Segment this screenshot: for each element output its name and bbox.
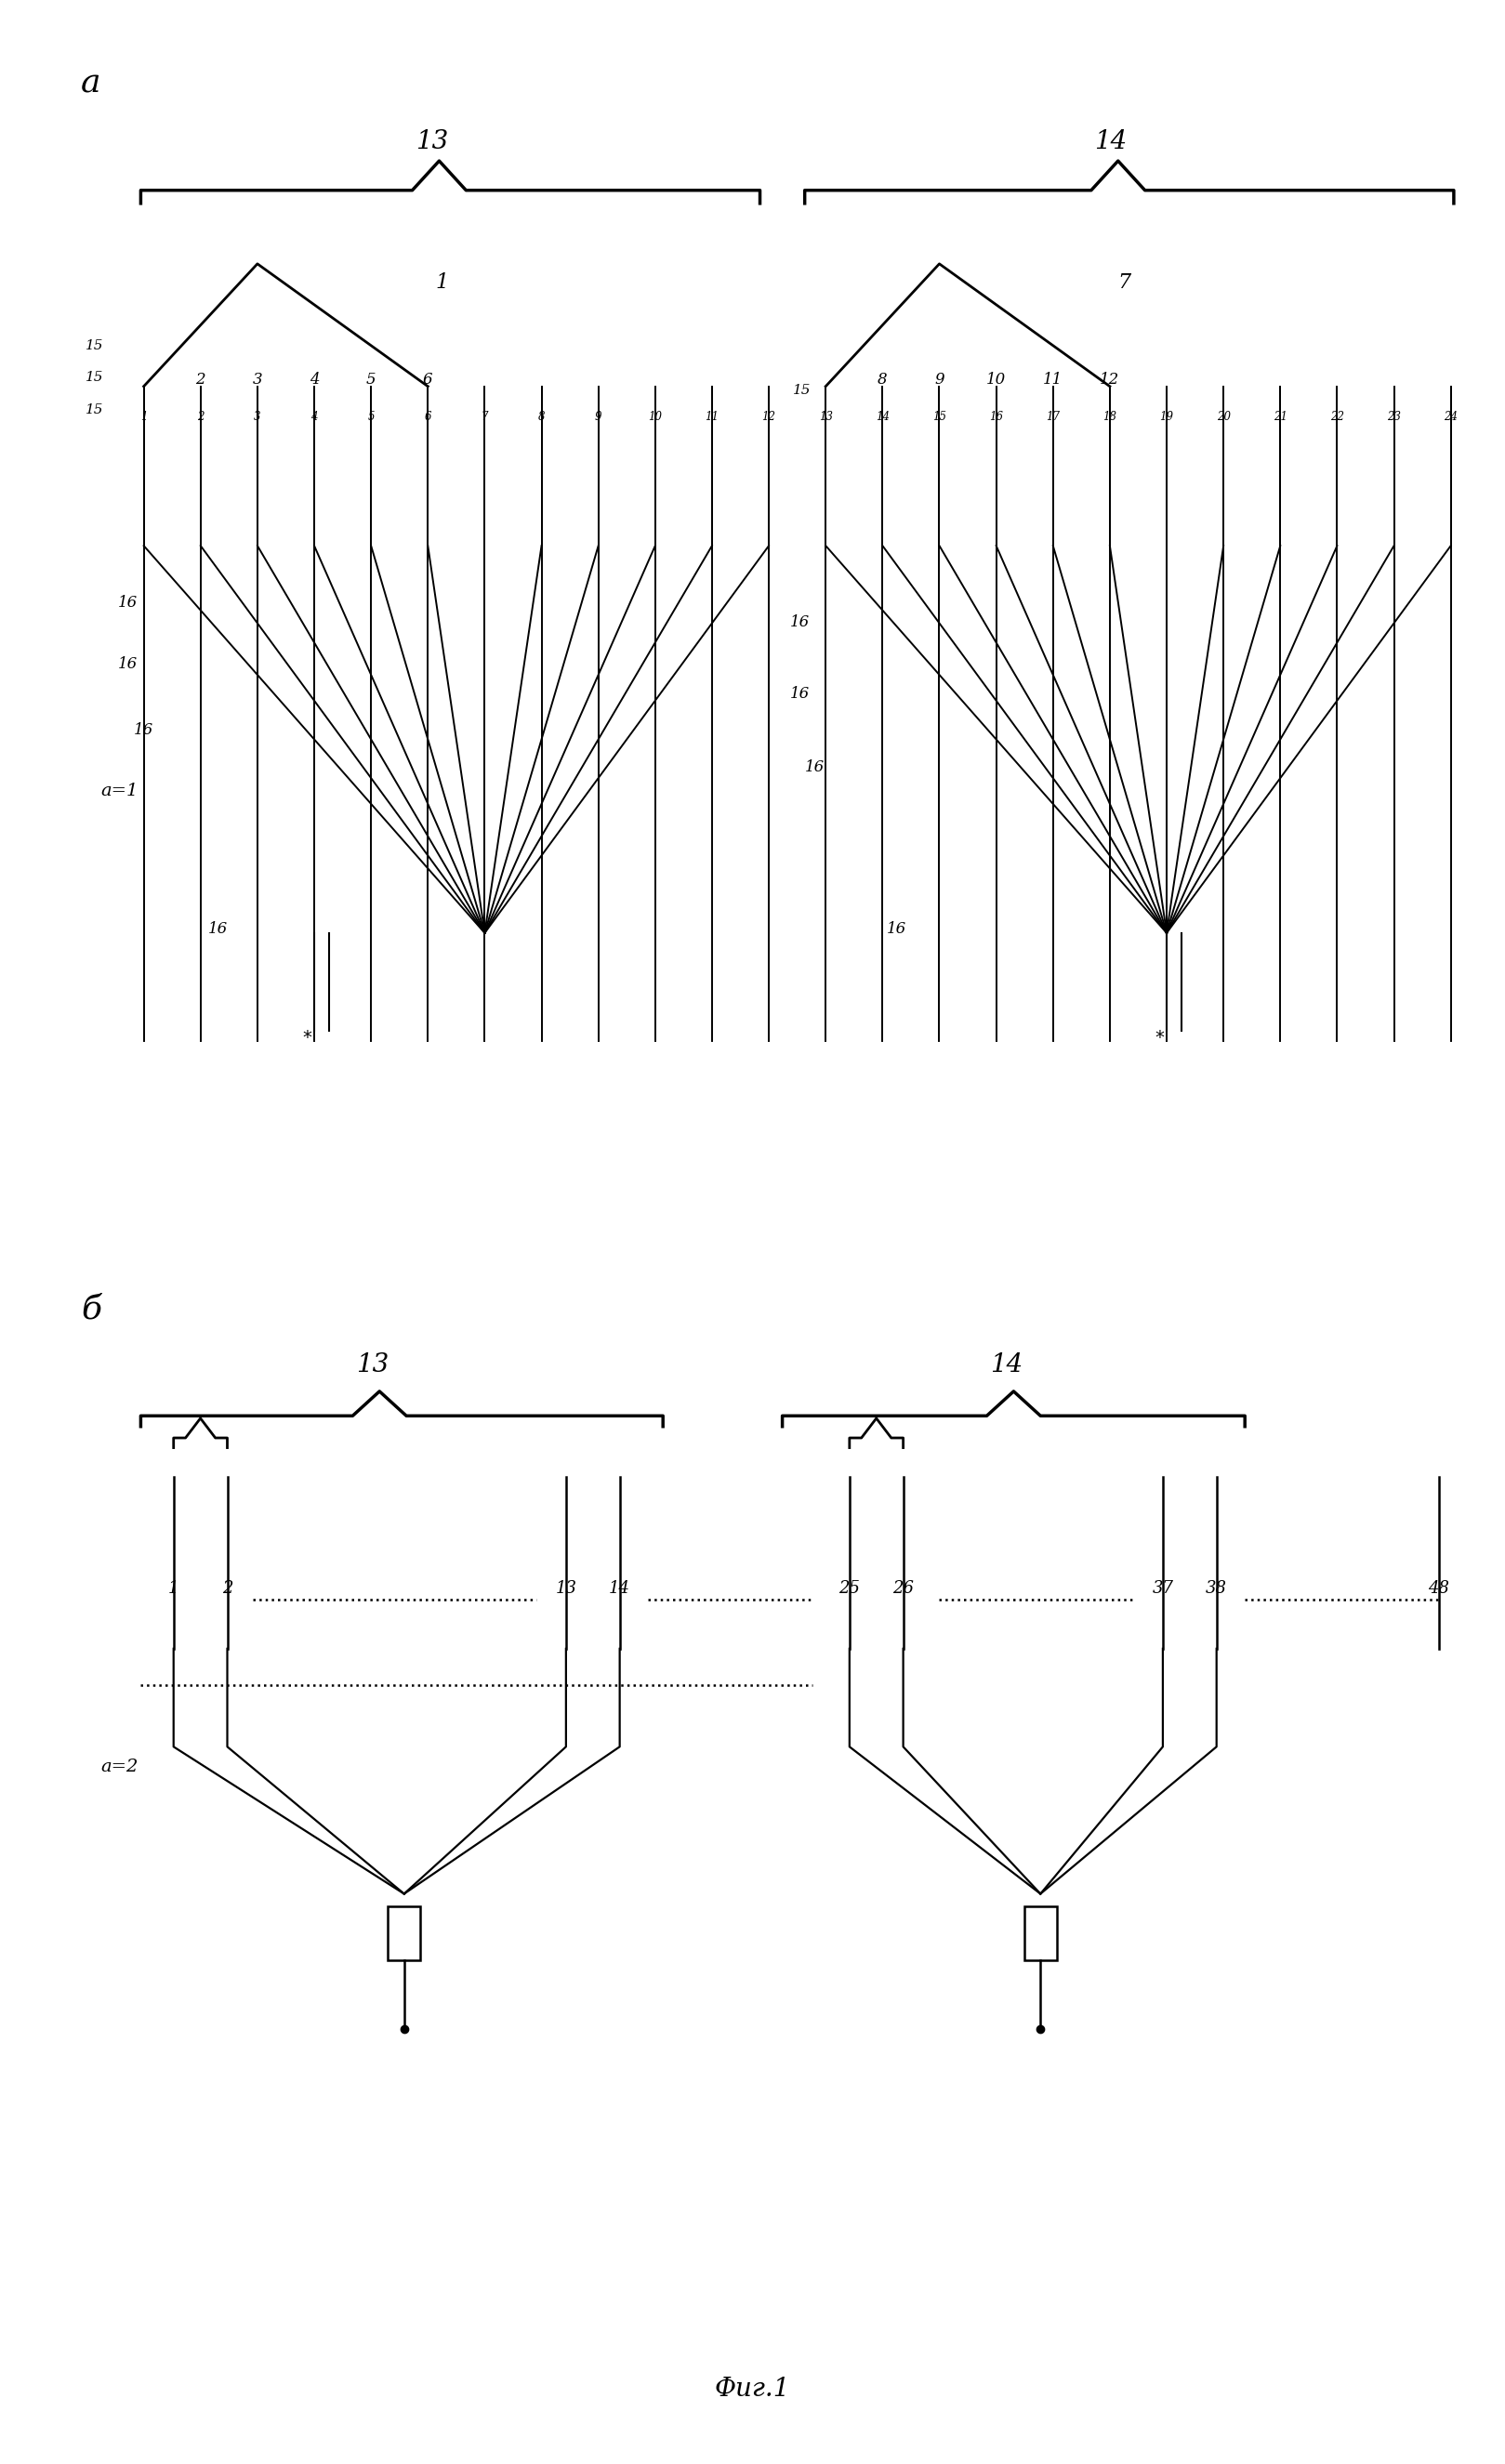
Text: 6: 6: [424, 411, 432, 424]
Text: 2: 2: [197, 411, 205, 424]
Text: б: б: [81, 1294, 101, 1326]
Text: 16: 16: [989, 411, 1004, 424]
Text: 1: 1: [169, 1579, 179, 1597]
Text: 37: 37: [1153, 1579, 1174, 1597]
Text: a=1: a=1: [101, 784, 138, 798]
Text: 17: 17: [1046, 411, 1060, 424]
Text: 16: 16: [886, 922, 906, 936]
Text: а: а: [81, 67, 101, 99]
Text: 2: 2: [196, 372, 206, 387]
Text: 4: 4: [309, 372, 319, 387]
Text: 7: 7: [482, 411, 488, 424]
Bar: [1023, 1907, 1057, 1959]
Text: 5: 5: [367, 411, 375, 424]
Text: 10: 10: [986, 372, 1005, 387]
Text: 5: 5: [366, 372, 376, 387]
Text: 11: 11: [1043, 372, 1063, 387]
Text: 9: 9: [594, 411, 602, 424]
Text: 15: 15: [86, 340, 104, 352]
Text: 23: 23: [1388, 411, 1401, 424]
Text: 14: 14: [1094, 128, 1127, 155]
Text: 3: 3: [254, 411, 260, 424]
Text: 2: 2: [221, 1579, 233, 1597]
Text: 16: 16: [119, 655, 138, 673]
Text: 1: 1: [140, 411, 147, 424]
Text: Фиг.1: Фиг.1: [715, 2378, 790, 2402]
Text: 22: 22: [1330, 411, 1344, 424]
Text: 18: 18: [1103, 411, 1117, 424]
Text: 15: 15: [933, 411, 947, 424]
Text: 38: 38: [1206, 1579, 1227, 1597]
Text: 13: 13: [355, 1353, 388, 1377]
Text: 15: 15: [86, 372, 104, 384]
Text: 14: 14: [876, 411, 889, 424]
Text: 13: 13: [819, 411, 832, 424]
Text: 13: 13: [555, 1579, 576, 1597]
Text: 16: 16: [790, 614, 810, 631]
Text: 8: 8: [539, 411, 545, 424]
Text: 16: 16: [790, 685, 810, 702]
Text: 13: 13: [415, 128, 448, 155]
Text: 11: 11: [704, 411, 719, 424]
Text: 12: 12: [762, 411, 775, 424]
Text: *: *: [303, 1030, 312, 1047]
Bar: [388, 1907, 420, 1959]
Text: 16: 16: [208, 922, 227, 936]
Text: a=2: a=2: [101, 1759, 138, 1774]
Text: 14: 14: [610, 1579, 631, 1597]
Text: 7: 7: [1117, 274, 1130, 293]
Text: 16: 16: [805, 759, 825, 774]
Text: *: *: [1154, 1030, 1163, 1047]
Text: 15: 15: [86, 404, 104, 416]
Text: 15: 15: [793, 384, 811, 397]
Text: 16: 16: [119, 594, 138, 611]
Text: 12: 12: [1100, 372, 1120, 387]
Text: 16: 16: [134, 722, 154, 739]
Text: 14: 14: [990, 1353, 1022, 1377]
Text: 10: 10: [649, 411, 662, 424]
Text: 3: 3: [253, 372, 262, 387]
Text: 1: 1: [435, 274, 448, 293]
Text: 19: 19: [1160, 411, 1174, 424]
Text: 6: 6: [423, 372, 433, 387]
Text: 4: 4: [310, 411, 318, 424]
Text: 8: 8: [877, 372, 888, 387]
Text: 25: 25: [838, 1579, 861, 1597]
Text: 9: 9: [935, 372, 944, 387]
Text: 48: 48: [1428, 1579, 1449, 1597]
Text: 20: 20: [1216, 411, 1231, 424]
Text: 26: 26: [892, 1579, 914, 1597]
Text: 21: 21: [1273, 411, 1287, 424]
Text: 24: 24: [1443, 411, 1458, 424]
